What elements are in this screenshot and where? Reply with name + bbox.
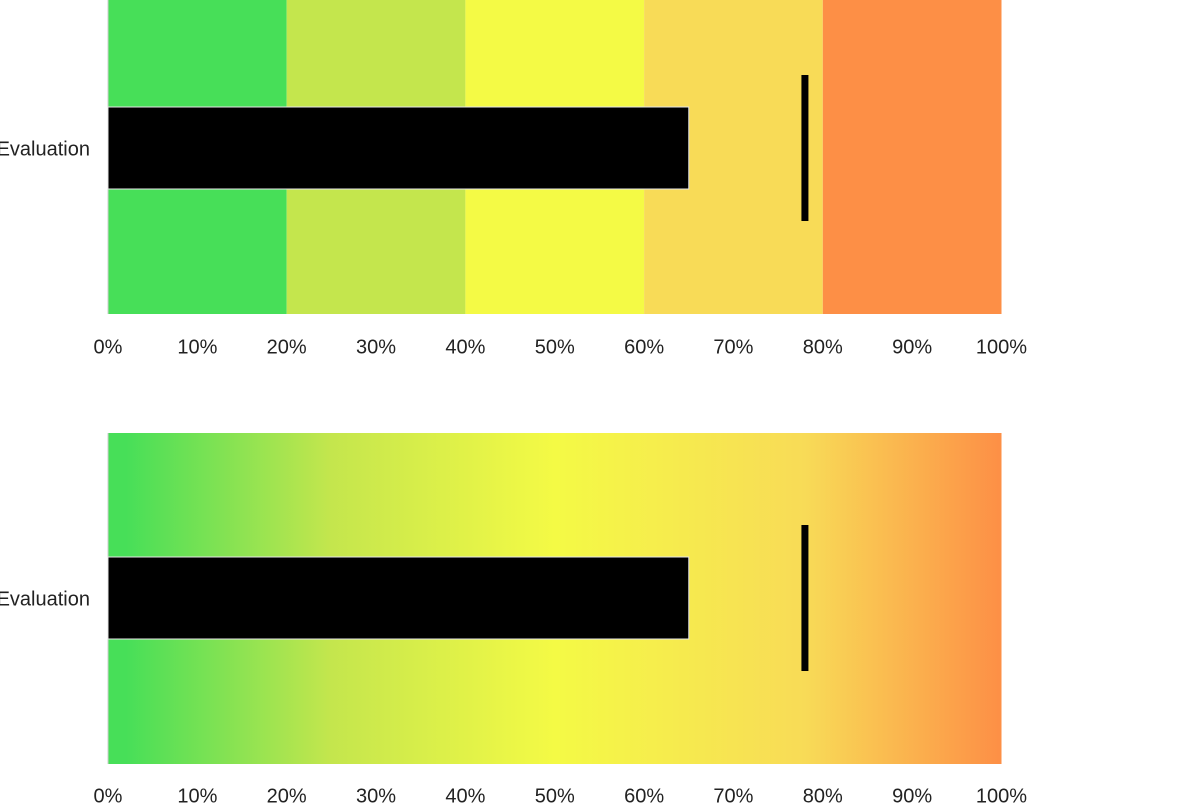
tick-label: 80% xyxy=(803,785,843,807)
bullet-chart-1: Evaluation 0% 10% 20% 30% 40% 50% 60% 70% 80% 90% 1… xyxy=(0,0,1027,358)
value-bar xyxy=(107,556,690,640)
tick-label: 80% xyxy=(803,336,843,358)
tick-label: 10% xyxy=(177,336,217,358)
tick-label: 20% xyxy=(267,785,307,807)
tick-label: 70% xyxy=(713,785,753,807)
tick-label: 90% xyxy=(892,785,932,807)
tick-label: 30% xyxy=(356,785,396,807)
tick-label: 0% xyxy=(94,336,123,358)
tick-label: 0% xyxy=(94,785,123,807)
tick-label: 60% xyxy=(624,336,664,358)
tick-label: 10% xyxy=(177,785,217,807)
category-label: Evaluation xyxy=(0,138,90,160)
tick-label: 60% xyxy=(624,785,664,807)
bullet-chart-2: Evaluation 0% 10% 20% 30% 40% 50% 60% 70% 80% 90% 1… xyxy=(0,433,1027,807)
tick-label: 100% xyxy=(976,336,1027,358)
tick-label: 50% xyxy=(535,785,575,807)
tick-label: 50% xyxy=(535,336,575,358)
qualitative-range-5 xyxy=(822,0,1002,314)
target-marker xyxy=(801,75,809,221)
tick-label: 100% xyxy=(976,785,1027,807)
tick-label: 40% xyxy=(445,785,485,807)
tick-label: 40% xyxy=(445,336,485,358)
tick-label: 30% xyxy=(356,336,396,358)
tick-label: 90% xyxy=(892,336,932,358)
category-label: Evaluation xyxy=(0,588,90,610)
target-marker xyxy=(801,525,809,671)
value-bar xyxy=(107,106,690,190)
tick-label: 70% xyxy=(713,336,753,358)
tick-label: 20% xyxy=(267,336,307,358)
